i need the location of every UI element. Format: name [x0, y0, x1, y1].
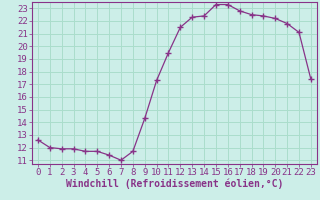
X-axis label: Windchill (Refroidissement éolien,°C): Windchill (Refroidissement éolien,°C) — [66, 179, 283, 189]
